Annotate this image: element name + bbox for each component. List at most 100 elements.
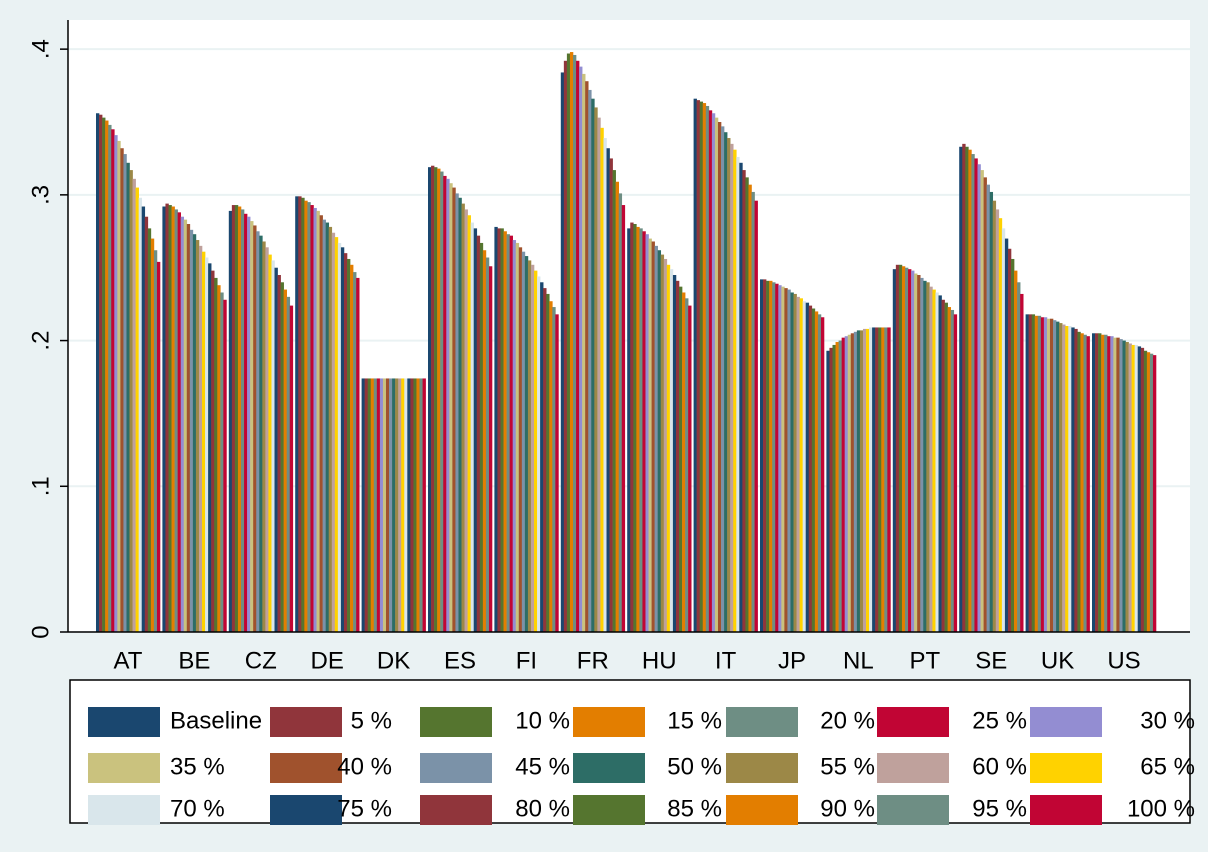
bar bbox=[682, 292, 686, 632]
bar bbox=[775, 283, 779, 632]
bar bbox=[739, 162, 743, 633]
y-tick-label: .3 bbox=[27, 185, 54, 205]
bar bbox=[521, 251, 526, 632]
bar bbox=[986, 184, 990, 632]
bar bbox=[926, 282, 930, 632]
x-tick-label: CZ bbox=[245, 647, 277, 674]
legend-label: 10 % bbox=[515, 707, 570, 734]
bar bbox=[192, 234, 197, 632]
bar bbox=[914, 273, 918, 632]
bar bbox=[1007, 248, 1012, 632]
bar bbox=[630, 222, 634, 633]
bar bbox=[108, 124, 112, 633]
bar bbox=[434, 167, 438, 632]
bar bbox=[1020, 293, 1024, 632]
bar bbox=[693, 98, 697, 632]
bar bbox=[878, 327, 882, 632]
bar bbox=[733, 149, 737, 632]
bar bbox=[950, 309, 955, 632]
x-tick-label: DK bbox=[377, 647, 410, 674]
bar bbox=[766, 280, 770, 632]
bar bbox=[117, 140, 121, 632]
bar bbox=[763, 279, 767, 632]
bar bbox=[1095, 333, 1099, 632]
bar bbox=[413, 378, 417, 632]
bar bbox=[401, 378, 405, 632]
bar bbox=[560, 72, 565, 632]
bar bbox=[1043, 317, 1048, 632]
bar bbox=[144, 216, 149, 632]
bar bbox=[582, 73, 586, 632]
bar bbox=[271, 260, 275, 632]
bar bbox=[600, 127, 604, 632]
bar bbox=[464, 209, 468, 632]
bar bbox=[721, 126, 725, 632]
bar bbox=[892, 269, 897, 632]
bar bbox=[947, 307, 952, 632]
bar bbox=[965, 146, 969, 632]
bar bbox=[141, 206, 146, 632]
bar bbox=[250, 221, 254, 633]
bar bbox=[881, 327, 885, 632]
bar bbox=[1053, 320, 1057, 632]
bar bbox=[835, 342, 839, 632]
bar bbox=[183, 219, 188, 632]
bar bbox=[552, 307, 556, 632]
bar bbox=[1092, 333, 1096, 632]
legend-swatch bbox=[270, 753, 342, 783]
bar bbox=[959, 146, 963, 632]
bar bbox=[382, 378, 387, 632]
bar bbox=[123, 154, 127, 633]
legend-swatch bbox=[726, 753, 798, 783]
bar bbox=[872, 327, 876, 632]
bar bbox=[793, 293, 797, 632]
x-tick-label: DE bbox=[311, 647, 344, 674]
bar bbox=[1031, 314, 1036, 632]
bar bbox=[929, 286, 933, 632]
bar bbox=[220, 292, 224, 632]
bar bbox=[174, 209, 178, 632]
bar bbox=[898, 264, 903, 632]
bar bbox=[983, 177, 987, 632]
y-tick-label: .4 bbox=[27, 39, 54, 59]
x-tick-label: HU bbox=[642, 647, 677, 674]
bar bbox=[657, 250, 662, 632]
bar bbox=[304, 200, 308, 632]
bar bbox=[917, 275, 921, 632]
bar bbox=[1028, 314, 1032, 632]
bar bbox=[503, 231, 507, 633]
bar bbox=[171, 206, 175, 632]
bar bbox=[980, 170, 984, 633]
bar bbox=[745, 177, 749, 632]
bar bbox=[150, 238, 155, 633]
legend-label: 40 % bbox=[337, 753, 392, 780]
bar bbox=[500, 228, 504, 632]
bar bbox=[168, 205, 172, 633]
bar bbox=[482, 250, 487, 632]
legend-label: 65 % bbox=[1140, 753, 1195, 780]
bar bbox=[1025, 314, 1029, 632]
bar bbox=[859, 330, 864, 632]
bar bbox=[247, 216, 251, 632]
bar bbox=[938, 295, 942, 632]
bar bbox=[1074, 328, 1078, 632]
legend-label: 50 % bbox=[667, 753, 722, 780]
bar bbox=[760, 279, 764, 632]
bar bbox=[268, 254, 272, 632]
bar bbox=[862, 328, 867, 632]
bar bbox=[147, 228, 152, 632]
bar bbox=[790, 292, 794, 632]
bar bbox=[231, 205, 236, 633]
bar bbox=[237, 206, 242, 632]
bar bbox=[506, 234, 510, 632]
bar bbox=[1083, 334, 1087, 632]
bar bbox=[811, 308, 816, 632]
bar bbox=[461, 203, 465, 632]
bar bbox=[485, 257, 490, 632]
legend-label: 75 % bbox=[337, 795, 392, 822]
bar bbox=[699, 101, 704, 633]
bar bbox=[180, 216, 185, 632]
bar bbox=[838, 340, 842, 632]
bar bbox=[217, 285, 221, 632]
bar bbox=[313, 207, 317, 632]
